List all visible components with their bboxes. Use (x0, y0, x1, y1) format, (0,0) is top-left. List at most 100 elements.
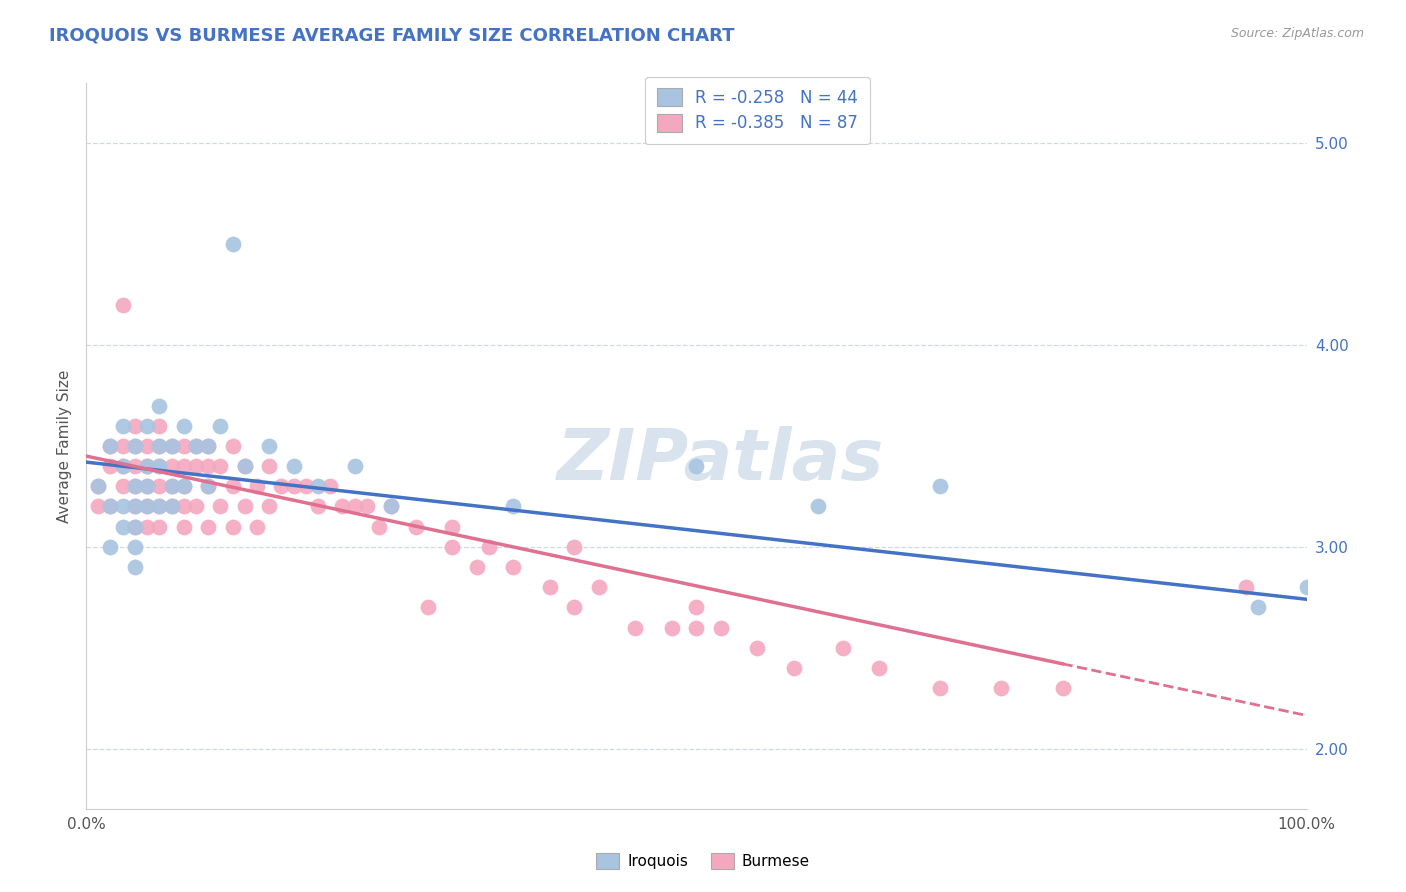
Point (783, 661, 806, 675)
Point (124, 459, 146, 474)
Point (685, 600, 707, 615)
Point (221, 237, 243, 252)
Point (197, 459, 219, 474)
Point (1295, 580, 1317, 594)
Point (173, 519, 195, 533)
Point (100, 439, 122, 453)
Point (100, 439, 122, 453)
Point (197, 479, 219, 493)
Point (111, 500, 134, 514)
Legend: Iroquois, Burmese: Iroquois, Burmese (591, 847, 815, 875)
Point (173, 479, 195, 493)
Point (184, 439, 207, 453)
Point (416, 600, 439, 615)
Point (257, 459, 280, 474)
Point (124, 519, 146, 533)
Point (136, 500, 159, 514)
Point (465, 560, 488, 574)
Point (87, 500, 110, 514)
Point (184, 500, 207, 514)
Point (209, 418, 232, 433)
Point (136, 500, 159, 514)
Point (441, 540, 464, 554)
Point (405, 519, 427, 533)
Point (136, 418, 159, 433)
Point (257, 500, 280, 514)
Point (356, 500, 378, 514)
Point (294, 479, 316, 493)
Point (136, 519, 159, 533)
Point (562, 600, 585, 615)
Point (588, 580, 610, 594)
Point (624, 620, 647, 634)
Point (160, 439, 183, 453)
Point (868, 661, 890, 675)
Point (124, 479, 146, 493)
Point (173, 418, 195, 433)
Point (831, 640, 853, 655)
Point (111, 439, 134, 453)
Point (148, 418, 170, 433)
Point (270, 479, 292, 493)
Point (1052, 681, 1074, 695)
Point (343, 500, 366, 514)
Point (184, 459, 207, 474)
Point (148, 459, 170, 474)
Point (111, 519, 134, 533)
Point (197, 439, 219, 453)
Point (502, 500, 524, 514)
Point (136, 479, 159, 493)
Point (124, 500, 146, 514)
Point (283, 479, 305, 493)
Point (148, 399, 170, 413)
Point (368, 519, 391, 533)
Point (685, 459, 707, 474)
Point (87, 479, 110, 493)
Point (124, 560, 146, 574)
Point (929, 681, 952, 695)
Point (197, 479, 219, 493)
Point (160, 500, 183, 514)
Point (136, 459, 159, 474)
Point (307, 500, 329, 514)
Point (148, 500, 170, 514)
Point (100, 459, 122, 474)
Point (111, 418, 134, 433)
Point (1247, 600, 1270, 615)
Text: IROQUOIS VS BURMESE AVERAGE FAMILY SIZE CORRELATION CHART: IROQUOIS VS BURMESE AVERAGE FAMILY SIZE … (49, 27, 735, 45)
Point (160, 500, 183, 514)
Point (148, 459, 170, 474)
Point (929, 479, 952, 493)
Point (173, 459, 195, 474)
Point (124, 439, 146, 453)
Point (136, 439, 159, 453)
Point (221, 519, 243, 533)
Point (685, 620, 707, 634)
Point (233, 459, 256, 474)
Point (233, 459, 256, 474)
Point (87, 479, 110, 493)
Point (148, 439, 170, 453)
Point (380, 500, 402, 514)
Point (148, 479, 170, 493)
Point (538, 580, 561, 594)
Point (136, 479, 159, 493)
Point (173, 500, 195, 514)
Point (246, 519, 269, 533)
Y-axis label: Average Family Size: Average Family Size (58, 369, 72, 523)
Point (124, 418, 146, 433)
Point (160, 479, 183, 493)
Text: ZIPatlas: ZIPatlas (557, 426, 884, 495)
Point (136, 459, 159, 474)
Point (710, 620, 733, 634)
Point (173, 479, 195, 493)
Point (124, 540, 146, 554)
Point (184, 439, 207, 453)
Point (807, 500, 830, 514)
Legend: R = -0.258   N = 44, R = -0.385   N = 87: R = -0.258 N = 44, R = -0.385 N = 87 (645, 77, 870, 144)
Point (332, 500, 354, 514)
Point (148, 519, 170, 533)
Point (502, 560, 524, 574)
Point (209, 500, 232, 514)
Point (124, 439, 146, 453)
